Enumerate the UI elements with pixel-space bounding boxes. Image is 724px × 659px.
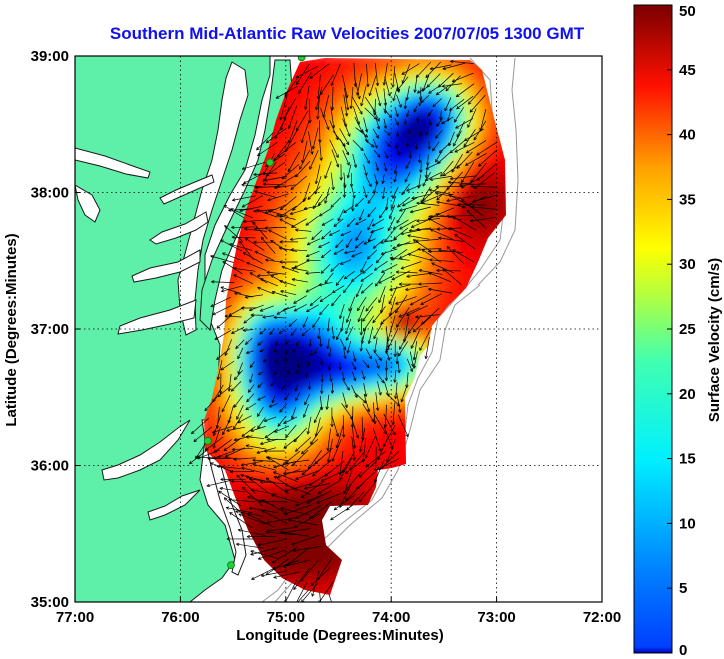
colorbar-tick-label: 10	[679, 515, 696, 532]
x-tick-label: 75:00	[267, 609, 305, 626]
radar-station-marker	[227, 561, 235, 570]
colorbar-tick-label: 40	[679, 127, 696, 144]
colorbar-tick-label: 35	[679, 191, 696, 208]
y-axis-ticks: 39:00 38:00 37:00 36:00 35:00	[31, 48, 80, 611]
colorbar-tick-label: 45	[679, 62, 696, 79]
colorbar-tick-label: 15	[679, 451, 696, 468]
colorbar-tick-label: 25	[679, 321, 696, 338]
x-tick-label: 76:00	[161, 609, 199, 626]
colorbar-tick-label: 20	[679, 386, 696, 403]
y-tick-label: 39:00	[31, 48, 69, 65]
colorbar-tick-label: 30	[679, 256, 696, 273]
x-tick-label: 72:00	[583, 609, 621, 626]
x-axis-ticks: 77:00 76:00 75:00 74:00 73:00 72:00	[56, 597, 621, 626]
y-tick-label: 36:00	[31, 458, 69, 475]
x-tick-label: 73:00	[477, 609, 515, 626]
y-tick-label: 38:00	[31, 185, 69, 202]
plot-area	[75, 56, 602, 602]
grid-lines	[75, 56, 602, 602]
colorbar-label: Surface Velocity (cm/s)	[706, 258, 723, 422]
radar-station-marker	[203, 437, 212, 445]
y-tick-label: 35:00	[31, 594, 69, 611]
colorbar-tick-label: 50	[679, 3, 696, 20]
radar-station-marker	[266, 158, 274, 167]
y-tick-label: 37:00	[31, 321, 69, 338]
y-axis-label: Latitude (Degrees:Minutes)	[3, 233, 20, 426]
radar-stations	[203, 56, 306, 570]
x-axis-label: Longitude (Degrees:Minutes)	[236, 627, 444, 644]
x-tick-label: 74:00	[372, 609, 410, 626]
x-tick-label: 77:00	[56, 609, 94, 626]
radar-station-marker	[297, 56, 306, 62]
chesapeake-bay	[75, 61, 249, 521]
colorbar	[633, 4, 673, 654]
colorbar-tick-label: 5	[679, 580, 687, 597]
map-title: Southern Mid-Atlantic Raw Velocities 200…	[109, 24, 585, 43]
colorbar-tick-label: 0	[679, 642, 687, 659]
